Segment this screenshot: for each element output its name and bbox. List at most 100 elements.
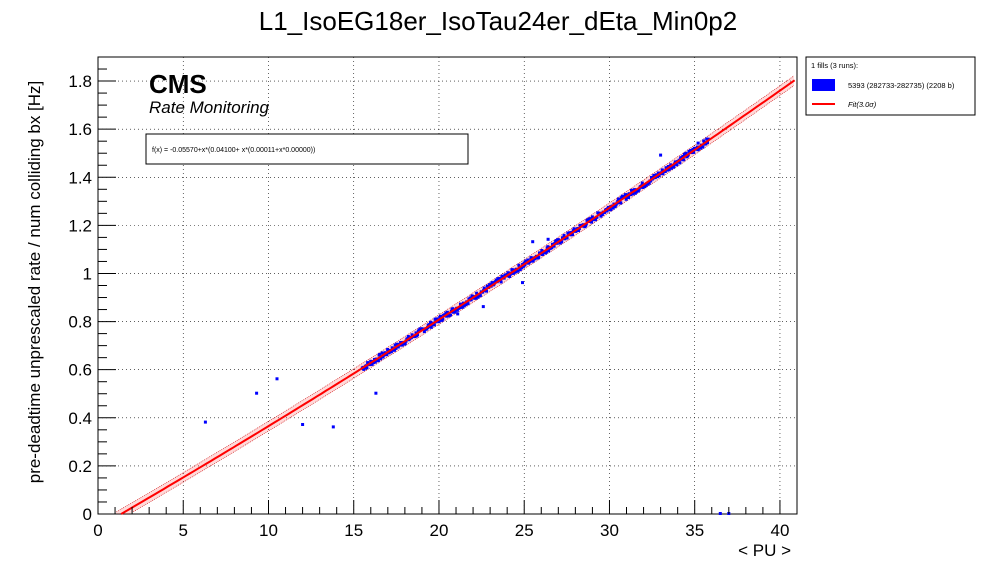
data-point	[540, 249, 544, 252]
data-point	[363, 366, 367, 370]
data-point	[414, 331, 418, 335]
data-point-outlier	[718, 512, 722, 515]
data-point	[590, 215, 594, 219]
data-point	[376, 359, 380, 363]
data-point	[619, 201, 623, 205]
data-point-outlier	[696, 141, 700, 145]
data-point	[378, 352, 382, 356]
data-point	[482, 286, 486, 290]
legend-header: 1 fills (3 runs):	[811, 61, 858, 70]
x-tick-label: 20	[430, 521, 449, 540]
data-point	[701, 145, 705, 149]
data-point	[429, 325, 433, 329]
data-point	[429, 320, 432, 324]
y-tick-label: 0.6	[68, 361, 92, 380]
data-point	[381, 355, 385, 359]
data-point	[584, 224, 587, 228]
data-point	[661, 172, 665, 176]
data-point	[689, 149, 693, 152]
fit-formula-box	[145, 133, 469, 165]
x-tick-label: 35	[685, 521, 704, 540]
data-point	[475, 291, 479, 295]
data-point-outlier	[531, 240, 535, 244]
data-point	[647, 181, 651, 185]
grid-lines	[98, 57, 797, 514]
data-point-outlier	[275, 377, 279, 381]
data-point	[478, 294, 482, 298]
data-point	[641, 186, 645, 189]
data-point	[696, 148, 700, 152]
data-point	[623, 193, 627, 197]
data-point	[427, 323, 431, 327]
data-point	[605, 209, 609, 213]
data-point	[657, 174, 661, 178]
data-point	[660, 168, 664, 172]
x-tick-label: 10	[259, 521, 278, 540]
y-tick-label: 1.2	[68, 216, 92, 235]
data-point	[633, 191, 637, 195]
fit-line	[120, 79, 796, 515]
data-point	[520, 266, 524, 270]
cms-label: CMS	[149, 69, 207, 99]
data-point	[547, 249, 551, 253]
data-point	[508, 275, 512, 278]
data-point	[432, 323, 436, 327]
y-tick-label: 1.6	[68, 120, 92, 139]
data-point	[692, 150, 696, 154]
x-tick-label: 30	[600, 521, 619, 540]
data-point	[557, 238, 561, 242]
data-point	[562, 233, 566, 237]
data-point	[389, 350, 393, 354]
data-point	[455, 308, 459, 312]
data-point	[517, 263, 521, 267]
data-point-outlier	[456, 312, 460, 316]
data-point	[526, 258, 530, 262]
data-point-outlier	[331, 425, 335, 429]
data-point	[663, 170, 667, 173]
data-point-outlier	[203, 420, 207, 424]
data-point	[433, 317, 437, 321]
data-point	[499, 280, 503, 284]
data-point	[675, 163, 679, 167]
legend-data-swatch	[812, 79, 835, 91]
legend-data-label: 5393 (282733-282735) (2208 b)	[848, 81, 955, 90]
data-point	[395, 342, 399, 346]
legend-box	[805, 56, 976, 116]
data-point	[679, 156, 683, 160]
data-point	[706, 137, 710, 141]
data-point	[516, 269, 520, 273]
data-point	[468, 296, 472, 300]
data-point	[682, 158, 686, 162]
data-point	[552, 244, 556, 248]
fit-formula: f(x) = -0.05570+x*(0.04100+ x*(0.00011+x…	[152, 147, 315, 154]
data-point	[637, 187, 641, 191]
data-point	[684, 151, 688, 155]
data-point	[410, 333, 414, 337]
x-tick-label: 5	[179, 521, 188, 540]
x-tick-label: 25	[515, 521, 534, 540]
y-tick-label: 1.4	[68, 168, 92, 187]
data-point	[600, 213, 604, 216]
data-point	[393, 343, 397, 347]
y-axis-ticks: 0 0.2 0.4 0.6 0.8 1 1.2 1.4 1.6 1.8	[68, 68, 116, 524]
data-point	[569, 233, 573, 237]
data-point	[453, 310, 457, 314]
data-point	[565, 236, 569, 240]
data-point	[631, 192, 635, 196]
y-tick-label: 0.4	[68, 409, 92, 428]
data-point	[386, 348, 390, 351]
data-point	[401, 342, 405, 346]
y-axis-label: pre-deadtime unprescaled rate / num coll…	[25, 81, 44, 484]
y-tick-label: 1.8	[68, 72, 92, 91]
data-point	[672, 165, 676, 169]
data-point	[590, 220, 594, 224]
x-tick-label: 15	[344, 521, 363, 540]
x-tick-label: 0	[93, 521, 102, 540]
data-point	[656, 175, 660, 179]
plot-frame	[97, 56, 798, 515]
fit-band	[116, 75, 795, 515]
data-point	[627, 196, 630, 199]
data-point	[571, 233, 574, 237]
legend-fit-label: Fit(3.0σ)	[848, 100, 877, 109]
